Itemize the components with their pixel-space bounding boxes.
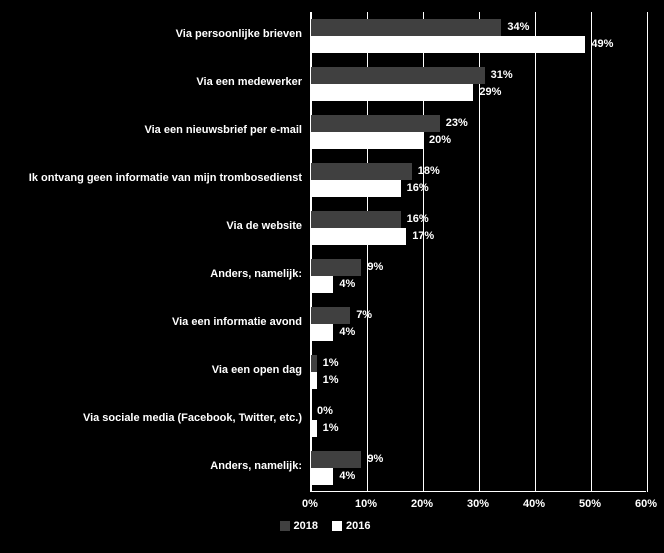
value-label: 34% [507,21,529,33]
value-label: 20% [429,134,451,146]
bar-2016 [311,132,423,149]
gridline [591,12,592,492]
bar-2018 [311,211,401,228]
legend-swatch [332,521,342,531]
category-label: Anders, namelijk: [4,460,302,473]
value-label: 16% [407,213,429,225]
bar-2018 [311,19,501,36]
legend: 2018 2016 [0,520,664,532]
category-label: Via een open dag [4,364,302,377]
category-label: Anders, namelijk: [4,268,302,281]
gridline [647,12,648,492]
bar-2018 [311,115,440,132]
category-label: Ik ontvang geen informatie van mijn trom… [4,172,302,185]
category-label: Via een informatie avond [4,316,302,329]
gridline [535,12,536,492]
gridline [479,12,480,492]
value-label: 18% [418,165,440,177]
category-label: Via persoonlijke brieven [4,28,302,41]
value-label: 16% [407,182,429,194]
category-label: Via sociale media (Facebook, Twitter, et… [4,412,302,425]
value-label: 4% [339,470,355,482]
bar-2016 [311,372,317,389]
legend-label: 2018 [294,520,318,532]
bar-2018 [311,307,350,324]
category-label: Via een nieuwsbrief per e-mail [4,124,302,137]
category-label: Via de website [4,220,302,233]
x-tick: 50% [579,498,601,510]
bar-2016 [311,228,406,245]
value-label: 31% [491,69,513,81]
bar-2016 [311,276,333,293]
x-tick: 0% [302,498,318,510]
x-tick: 40% [523,498,545,510]
value-label: 4% [339,326,355,338]
bar-2016 [311,468,333,485]
value-label: 49% [591,38,613,50]
bar-2018 [311,451,361,468]
value-label: 23% [446,117,468,129]
bar-2018 [311,355,317,372]
value-label: 9% [367,261,383,273]
horizontal-bar-chart: 34%49%31%29%23%20%18%16%16%17%9%4%7%4%1%… [0,0,664,553]
bar-2018 [311,259,361,276]
plot-area: 34%49%31%29%23%20%18%16%16%17%9%4%7%4%1%… [310,12,646,492]
value-label: 29% [479,86,501,98]
x-tick: 20% [411,498,433,510]
legend-label: 2016 [346,520,370,532]
bar-2016 [311,36,585,53]
bar-2018 [311,67,485,84]
bar-2016 [311,324,333,341]
bar-2016 [311,420,317,437]
x-tick: 30% [467,498,489,510]
bar-2018 [311,163,412,180]
value-label: 17% [412,230,434,242]
value-label: 1% [323,422,339,434]
value-label: 0% [317,405,333,417]
x-tick: 60% [635,498,657,510]
bar-2016 [311,84,473,101]
value-label: 1% [323,357,339,369]
legend-swatch [280,521,290,531]
value-label: 4% [339,278,355,290]
value-label: 9% [367,453,383,465]
x-tick: 10% [355,498,377,510]
value-label: 7% [356,309,372,321]
category-label: Via een medewerker [4,76,302,89]
value-label: 1% [323,374,339,386]
bar-2016 [311,180,401,197]
